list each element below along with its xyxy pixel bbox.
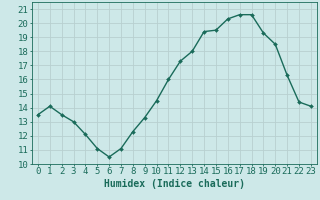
X-axis label: Humidex (Indice chaleur): Humidex (Indice chaleur) — [104, 179, 245, 189]
